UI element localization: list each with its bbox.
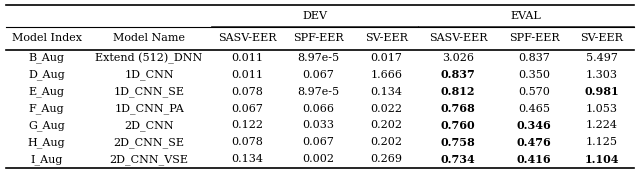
Text: 0.981: 0.981 <box>584 86 619 97</box>
Text: I_Aug: I_Aug <box>31 154 63 165</box>
Text: 0.066: 0.066 <box>303 104 335 114</box>
Text: EVAL: EVAL <box>510 11 541 21</box>
Text: 0.837: 0.837 <box>518 53 550 63</box>
Text: 1.224: 1.224 <box>586 120 618 130</box>
Text: 1D_CNN: 1D_CNN <box>124 70 174 80</box>
Text: E_Aug: E_Aug <box>29 86 65 97</box>
Text: 0.078: 0.078 <box>231 87 263 97</box>
Text: 1.303: 1.303 <box>586 70 618 80</box>
Text: SASV-EER: SASV-EER <box>218 34 276 43</box>
Text: 1.125: 1.125 <box>586 137 618 147</box>
Text: 3.026: 3.026 <box>442 53 474 63</box>
Text: Extend (512)_DNN: Extend (512)_DNN <box>95 52 203 64</box>
Text: DEV: DEV <box>302 11 327 21</box>
Text: 0.812: 0.812 <box>441 86 476 97</box>
Text: 0.002: 0.002 <box>303 154 335 164</box>
Text: 0.033: 0.033 <box>303 120 335 130</box>
Text: SASV-EER: SASV-EER <box>429 34 488 43</box>
Text: 8.97e-5: 8.97e-5 <box>298 53 340 63</box>
Text: 0.346: 0.346 <box>517 120 552 131</box>
Text: Model Index: Model Index <box>12 34 82 43</box>
Text: SPF-EER: SPF-EER <box>509 34 559 43</box>
Text: 2D_CNN_VSE: 2D_CNN_VSE <box>109 154 189 165</box>
Text: 1.053: 1.053 <box>586 104 618 114</box>
Text: 0.465: 0.465 <box>518 104 550 114</box>
Text: 0.202: 0.202 <box>370 120 402 130</box>
Text: H_Aug: H_Aug <box>28 137 65 148</box>
Text: 0.134: 0.134 <box>370 87 402 97</box>
Text: SPF-EER: SPF-EER <box>293 34 344 43</box>
Text: 0.011: 0.011 <box>231 70 263 80</box>
Text: 0.011: 0.011 <box>231 53 263 63</box>
Text: 0.202: 0.202 <box>370 137 402 147</box>
Text: Model Name: Model Name <box>113 34 185 43</box>
Text: 0.758: 0.758 <box>441 137 476 148</box>
Text: 0.476: 0.476 <box>517 137 552 148</box>
Text: 1.104: 1.104 <box>584 154 619 165</box>
Text: 0.067: 0.067 <box>231 104 263 114</box>
Text: SV-EER: SV-EER <box>580 34 623 43</box>
Text: 0.416: 0.416 <box>517 154 552 165</box>
Text: 1.666: 1.666 <box>370 70 402 80</box>
Text: G_Aug: G_Aug <box>28 120 65 131</box>
Text: 0.570: 0.570 <box>518 87 550 97</box>
Text: 0.078: 0.078 <box>231 137 263 147</box>
Text: B_Aug: B_Aug <box>29 53 65 63</box>
Text: 0.134: 0.134 <box>231 154 263 164</box>
Text: 0.350: 0.350 <box>518 70 550 80</box>
Text: 8.97e-5: 8.97e-5 <box>298 87 340 97</box>
Text: D_Aug: D_Aug <box>28 70 65 80</box>
Text: 5.497: 5.497 <box>586 53 618 63</box>
Text: 1D_CNN_PA: 1D_CNN_PA <box>114 103 184 114</box>
Text: 0.768: 0.768 <box>441 103 476 114</box>
Text: 0.122: 0.122 <box>231 120 263 130</box>
Text: 0.067: 0.067 <box>303 70 335 80</box>
Text: 0.837: 0.837 <box>441 69 476 80</box>
Text: 0.017: 0.017 <box>371 53 402 63</box>
Text: 0.269: 0.269 <box>370 154 402 164</box>
Text: 1D_CNN_SE: 1D_CNN_SE <box>113 86 184 97</box>
Text: 2D_CNN_SE: 2D_CNN_SE <box>113 137 184 148</box>
Text: 0.734: 0.734 <box>441 154 476 165</box>
Text: SV-EER: SV-EER <box>365 34 408 43</box>
Text: 0.067: 0.067 <box>303 137 335 147</box>
Text: F_Aug: F_Aug <box>29 103 65 114</box>
Text: 0.022: 0.022 <box>370 104 402 114</box>
Text: 0.760: 0.760 <box>441 120 476 131</box>
Text: 2D_CNN: 2D_CNN <box>124 120 174 131</box>
